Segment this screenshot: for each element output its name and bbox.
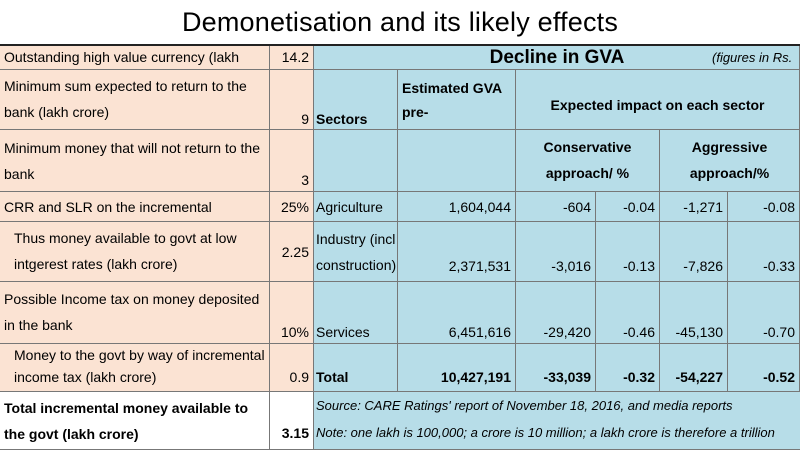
left-row-label: Outstanding high value currency (lakh cr… (0, 46, 270, 70)
sector-name: Industry (incl construction) (314, 222, 398, 282)
col-expected-header: Expected impact on each sector (516, 70, 800, 130)
left-row-value: 3 (270, 130, 314, 192)
header-filler (398, 130, 516, 192)
sector-cons: -3,016 (516, 222, 596, 282)
total-label: Total (314, 344, 398, 392)
sector-gva: 2,371,531 (398, 222, 516, 282)
left-row-value: 2.25 (270, 222, 314, 282)
left-total-value: 3.15 (270, 392, 314, 450)
page-title: Demonetisation and its likely effects (0, 0, 800, 46)
col-estimated-header: Estimated GVA pre-demonetisation (398, 70, 516, 130)
sector-agg: -1,271 (660, 192, 728, 222)
units-note: Note: one lakh is 100,000; a crore is 10… (316, 425, 775, 440)
left-total-label: Total incremental money available to the… (0, 392, 270, 450)
footnotes: Source: CARE Ratings' report of November… (314, 392, 800, 450)
sector-gva: 6,451,616 (398, 282, 516, 344)
sector-cons: -29,420 (516, 282, 596, 344)
header-filler (314, 130, 398, 192)
left-row-label: Possible Income tax on money deposited i… (0, 282, 270, 344)
left-row-value: 10% (270, 282, 314, 344)
sector-name: Services (314, 282, 398, 344)
total-gva: 10,427,191 (398, 344, 516, 392)
left-row-label: Thus money available to govt at low intg… (0, 222, 270, 282)
total-cons-pct: -0.32 (596, 344, 660, 392)
left-row-label: CRR and SLR on the incremental deposits (0, 192, 270, 222)
total-agg-pct: -0.52 (728, 344, 800, 392)
left-row-value: 9 (270, 70, 314, 130)
gva-panel: Decline in GVA (figures in Rs. Sectors E… (314, 46, 800, 450)
total-agg: -54,227 (660, 344, 728, 392)
sector-agg: -45,130 (660, 282, 728, 344)
left-row-value: 0.9 (270, 344, 314, 392)
sector-cons-pct: -0.46 (596, 282, 660, 344)
left-row-value: 14.2 (270, 46, 314, 70)
source-note: Source: CARE Ratings' report of November… (316, 398, 733, 413)
sector-agg-pct: -0.70 (728, 282, 800, 344)
sector-gva: 1,604,044 (398, 192, 516, 222)
sector-cons-pct: -0.04 (596, 192, 660, 222)
left-row-value: 25% (270, 192, 314, 222)
left-row-label: Minimum money that will not return to th… (0, 130, 270, 192)
gva-header: Decline in GVA (figures in Rs. (314, 46, 800, 70)
col-sectors-header: Sectors (314, 70, 398, 130)
sector-agg-pct: -0.33 (728, 222, 800, 282)
sector-agg-pct: -0.08 (728, 192, 800, 222)
col-aggressive-header: Aggressive approach/% difference (660, 130, 800, 192)
left-row-label: Money to the govt by way of incremental … (0, 344, 270, 392)
sector-cons: -604 (516, 192, 596, 222)
total-cons: -33,039 (516, 344, 596, 392)
sector-agg: -7,826 (660, 222, 728, 282)
sector-cons-pct: -0.13 (596, 222, 660, 282)
gva-unit-note: (figures in Rs. (712, 50, 793, 65)
sector-name: Agriculture (314, 192, 398, 222)
gva-title: Decline in GVA (489, 47, 625, 68)
left-row-label: Minimum sum expected to return to the ba… (0, 70, 270, 130)
col-conservative-header: Conservative approach/ % difference (516, 130, 660, 192)
left-panel: Outstanding high value currency (lakh cr… (0, 46, 314, 450)
